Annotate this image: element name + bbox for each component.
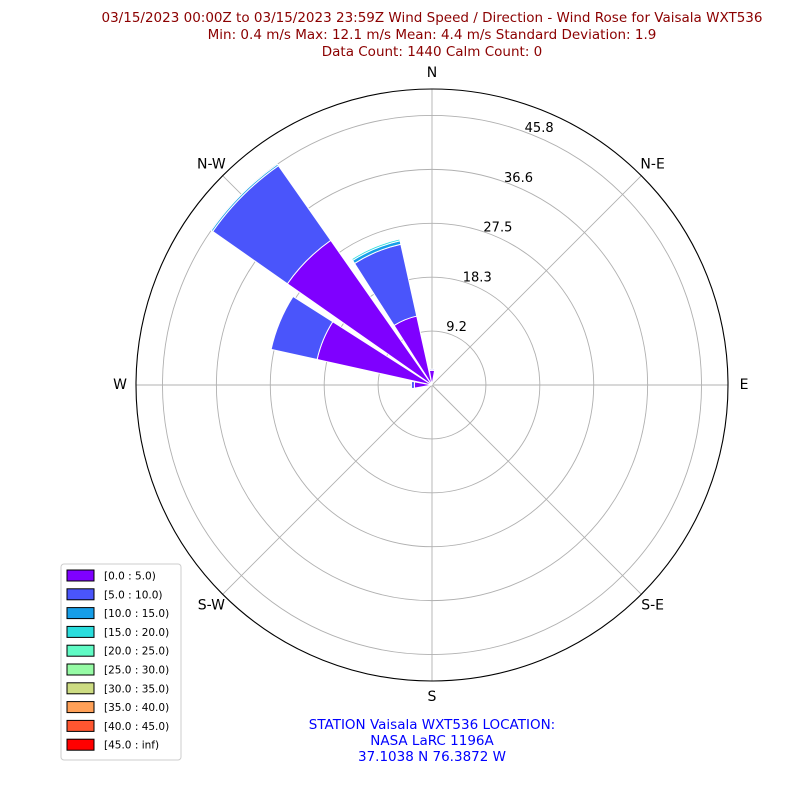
radial-tick-3: 27.5 (483, 221, 512, 236)
legend-label-0: [0.0 : 5.0) (104, 571, 156, 583)
footer-line-2: NASA LaRC 1196A (370, 733, 494, 749)
footer-line-1: STATION Vaisala WXT536 LOCATION: (309, 717, 555, 733)
legend-label-2: [10.0 : 15.0) (104, 608, 169, 620)
legend-swatch-4 (66, 644, 95, 657)
legend-swatch-5 (66, 663, 95, 676)
station-footer: STATION Vaisala WXT536 LOCATION: NASA La… (309, 717, 555, 765)
radial-tick-4: 36.6 (504, 171, 533, 186)
direction-label-n-e: N-E (640, 156, 664, 172)
bar-dir337.5-bin3 (350, 238, 401, 262)
speed-legend: [0.0 : 5.0) [5.0 : 10.0) [10.0 : 15.0) [15.… (60, 563, 182, 761)
legend-label-8: [40.0 : 45.0) (104, 721, 169, 733)
direction-label-e: E (740, 377, 749, 393)
wind-bars (210, 163, 436, 390)
direction-label-s: S (428, 689, 437, 705)
direction-label-s-w: S-W (198, 598, 225, 614)
legend-swatch-6 (66, 682, 95, 695)
outer-ring (135, 88, 729, 682)
legend-label-9: [45.0 : inf) (104, 740, 159, 752)
spoke-s-e (431, 384, 642, 595)
spoke-n-e (431, 175, 642, 386)
direction-labels: N N-E E S-E S S-W W N-W (113, 65, 748, 705)
bar-dir270-bin1 (410, 380, 416, 390)
footer-line-3: 37.1038 N 76.3872 W (358, 749, 506, 765)
spoke-s-w (222, 384, 433, 595)
legend-swatch-1 (66, 588, 95, 601)
legend-label-3: [15.0 : 20.0) (104, 627, 169, 639)
radial-tick-5: 45.8 (525, 121, 554, 136)
direction-label-n: N (427, 65, 437, 81)
legend-label-1: [5.0 : 10.0) (104, 589, 162, 601)
radial-tick-labels: 9.2 18.3 27.5 36.6 45.8 (446, 121, 553, 335)
chart-title: 03/15/2023 00:00Z to 03/15/2023 23:59Z W… (102, 10, 763, 60)
radial-tick-1: 9.2 (446, 320, 467, 335)
legend-swatch-9 (66, 738, 95, 751)
legend-label-5: [25.0 : 30.0) (104, 665, 169, 677)
legend-swatch-8 (66, 719, 95, 732)
legend-label-4: [20.0 : 25.0) (104, 646, 169, 658)
legend-swatch-7 (66, 701, 95, 714)
legend-swatch-2 (66, 607, 95, 620)
legend-swatch-3 (66, 625, 95, 638)
title-line-2: Min: 0.4 m/s Max: 12.1 m/s Mean: 4.4 m/s… (208, 27, 657, 43)
legend-swatch-0 (66, 569, 95, 582)
direction-label-s-e: S-E (641, 598, 664, 614)
bar-dir315-bin2 (210, 163, 280, 233)
title-line-3: Data Count: 1440 Calm Count: 0 (322, 44, 543, 60)
legend-label-6: [30.0 : 35.0) (104, 683, 169, 695)
radial-tick-2: 18.3 (463, 270, 492, 285)
bar-dir292.5-bin1 (270, 295, 334, 361)
direction-label-n-w: N-W (197, 156, 226, 172)
title-line-1: 03/15/2023 00:00Z to 03/15/2023 23:59Z W… (102, 10, 763, 26)
legend-label-7: [35.0 : 40.0) (104, 702, 169, 714)
bar-dir0-bin1 (428, 368, 436, 372)
direction-label-w: W (113, 377, 127, 393)
